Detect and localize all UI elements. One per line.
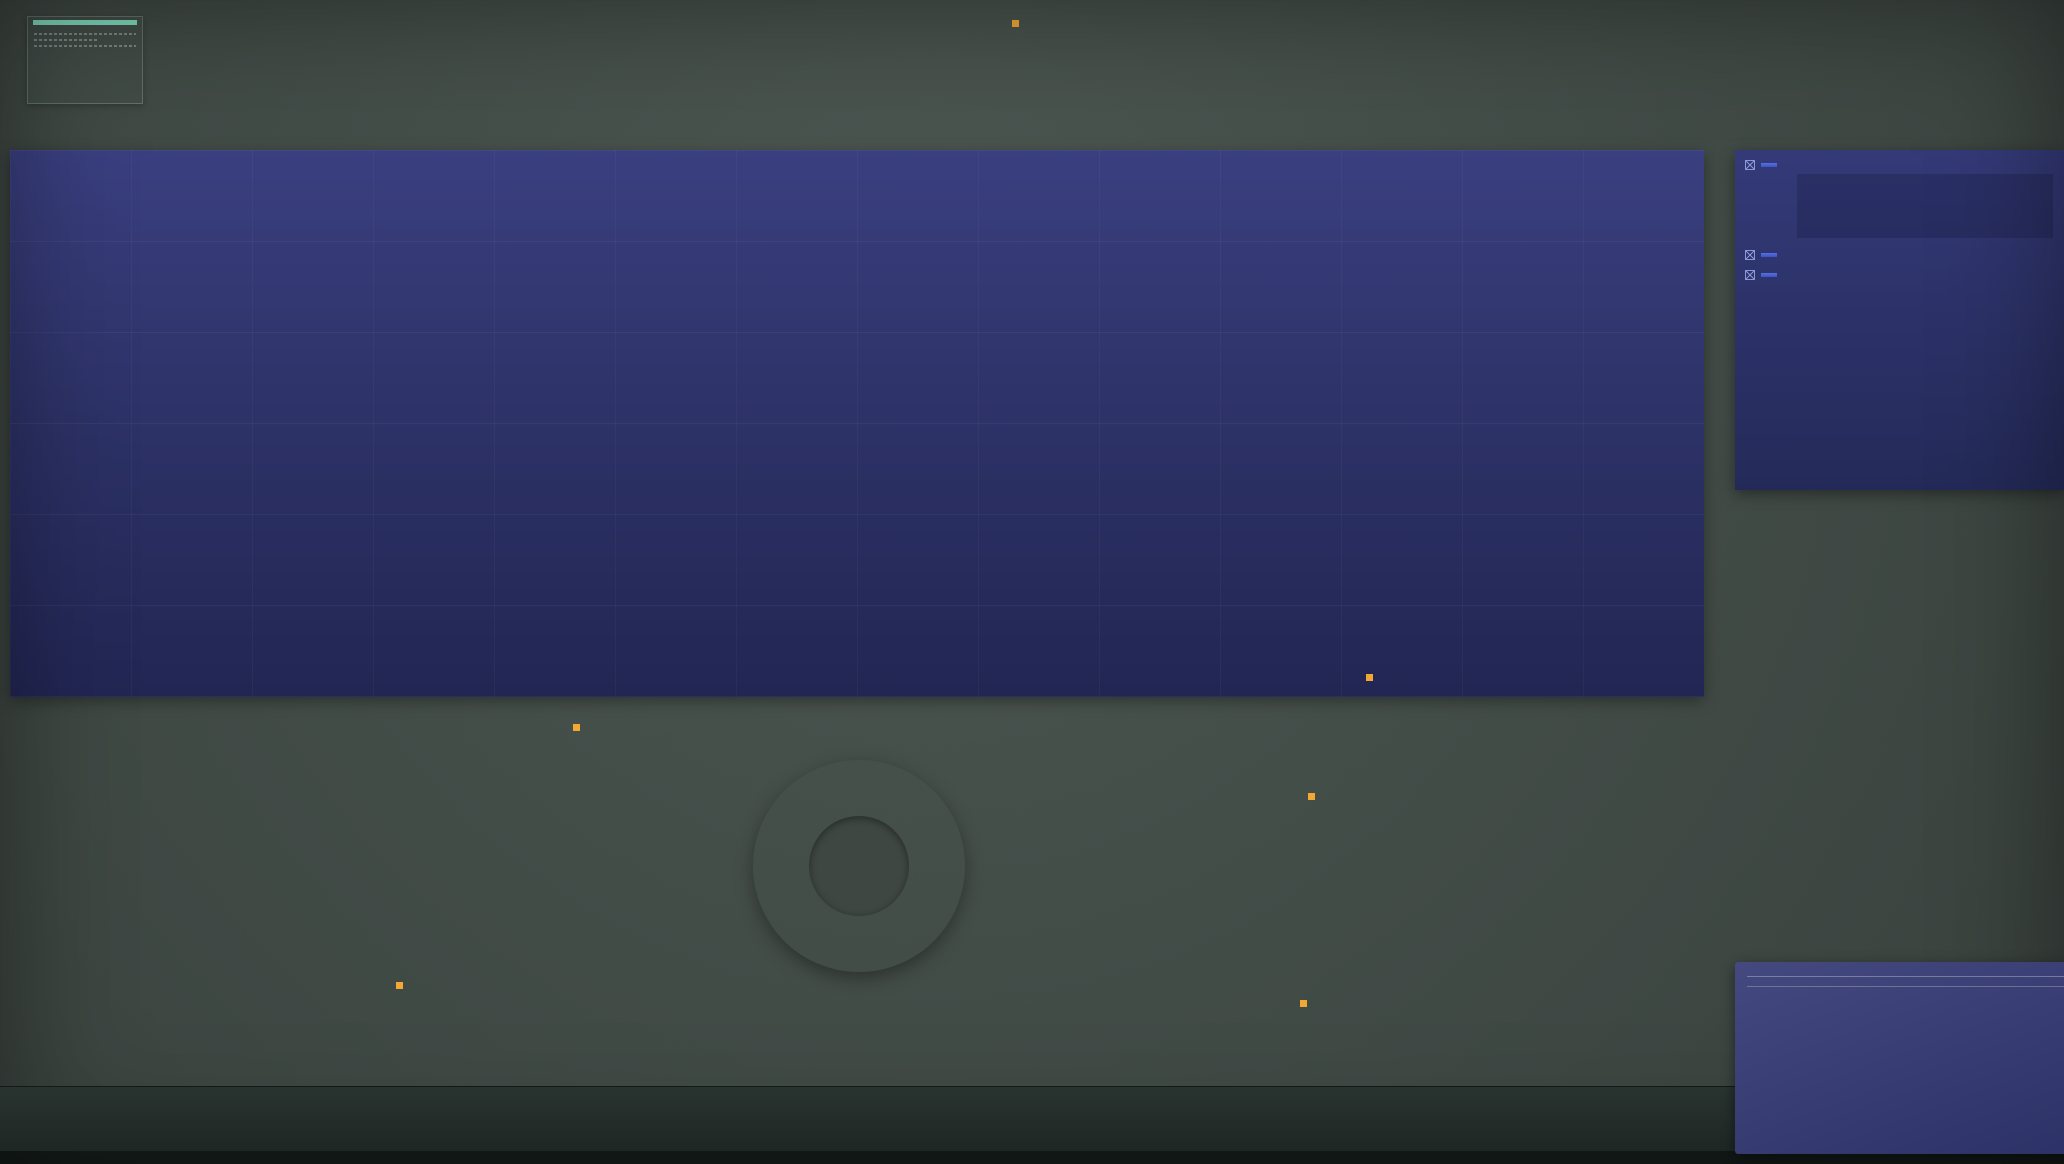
revenue-growth-heading <box>1300 1000 1550 1011</box>
wave-chart <box>142 20 727 112</box>
panel-cap <box>32 20 138 25</box>
bottom-strip <box>0 1150 2064 1164</box>
checkbox-x-icon[interactable] <box>1745 160 1755 170</box>
market-summary-grid <box>1735 500 2064 954</box>
source-00002-chart-wrap <box>1745 284 2054 361</box>
revenue-donut-chart <box>753 760 965 972</box>
watchlist-header-row <box>1747 977 2064 987</box>
source-00002-chart <box>1745 284 2054 356</box>
fine-print-line <box>34 39 97 41</box>
source-code-00001-title <box>1761 253 1777 257</box>
ma-panel-title <box>28 27 142 29</box>
chart-grid <box>10 150 1704 697</box>
fine-print-line <box>34 45 136 47</box>
trade-volume-chart <box>1280 780 1710 966</box>
wave-chart-svg <box>142 20 727 112</box>
orange-bullet-icon <box>396 982 403 989</box>
marketing-note <box>1366 674 1676 685</box>
fine-print-line <box>34 33 136 35</box>
source-code-00003-title <box>1761 163 1777 167</box>
source-00003-chart <box>1797 174 2053 238</box>
trade-volume-section <box>1280 780 1710 966</box>
line-series-svg <box>10 150 1704 612</box>
strategic-management-note <box>1052 924 1192 928</box>
trade-volume-heading <box>1308 793 1558 804</box>
volume-watchlist-panel <box>1735 962 2064 1154</box>
market-analysis-heading <box>396 982 631 993</box>
checkbox-x-icon[interactable] <box>1745 270 1755 280</box>
main-bar-chart <box>10 150 1704 697</box>
market-ticker-bar <box>0 1086 1752 1151</box>
orange-bullet-icon <box>1366 674 1373 681</box>
source-00003-body <box>1745 174 2054 238</box>
orange-bullet-icon <box>1300 1000 1307 1007</box>
orange-bullet-icon <box>1308 793 1315 800</box>
source-code-00002-title <box>1761 273 1777 277</box>
gauge-cluster <box>765 22 1007 116</box>
checkbox-x-icon[interactable] <box>1745 250 1755 260</box>
source-legend <box>1745 174 1791 238</box>
watchlist-title <box>1747 970 2064 977</box>
source-code-block <box>1735 150 2064 490</box>
orange-bullet-icon <box>573 724 580 731</box>
category-hbar-chart <box>14 786 468 928</box>
ma-log-panel <box>27 16 143 104</box>
revenue-analysis-top <box>1012 20 1252 31</box>
revenue-analysis-heading <box>573 724 783 735</box>
orange-bullet-icon <box>1012 20 1019 27</box>
